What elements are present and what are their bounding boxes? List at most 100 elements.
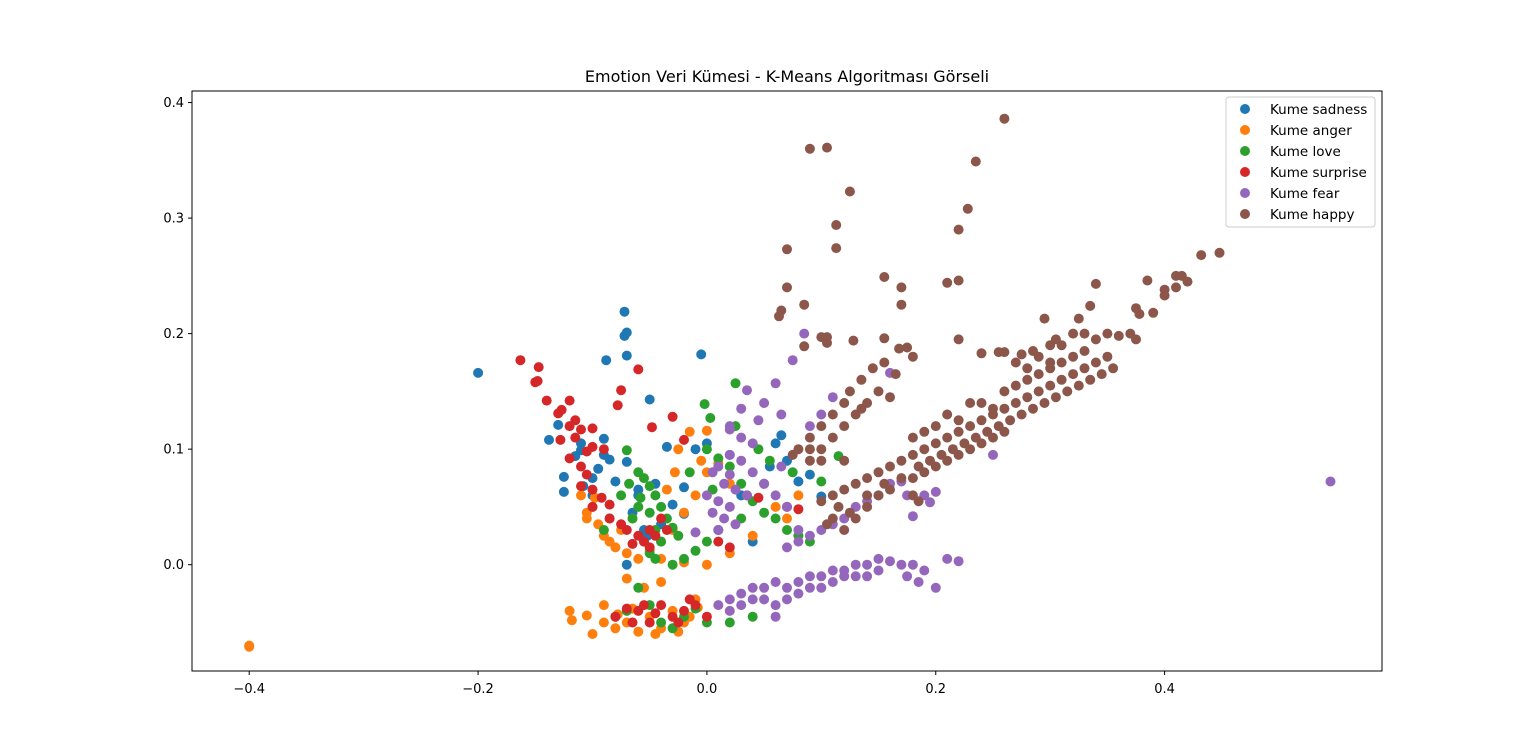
data-point: [598, 444, 609, 455]
legend-label: Kume sadness: [1270, 102, 1367, 118]
data-point: [598, 433, 609, 444]
data-point: [564, 421, 575, 432]
data-point: [759, 478, 770, 489]
data-point: [619, 306, 630, 317]
data-point: [942, 432, 953, 443]
data-point: [621, 603, 632, 614]
data-point: [515, 355, 526, 366]
data-point: [598, 600, 609, 611]
data-point: [913, 577, 924, 587]
data-point: [473, 367, 484, 378]
data-point: [707, 467, 718, 478]
data-point: [533, 362, 544, 373]
data-point: [644, 507, 655, 518]
data-point: [953, 224, 964, 235]
data-point: [879, 272, 890, 282]
data-point: [850, 559, 861, 570]
y-tick-label: 0.4: [163, 96, 184, 111]
legend-label: Kume love: [1270, 144, 1341, 160]
data-point: [1090, 334, 1101, 345]
data-point: [621, 350, 632, 361]
data-point: [804, 469, 815, 480]
data-point: [862, 501, 873, 512]
data-point: [1045, 380, 1056, 391]
data-point: [747, 438, 758, 449]
data-point: [999, 113, 1010, 124]
data-point: [930, 582, 941, 593]
data-point: [890, 369, 901, 380]
data-point: [576, 424, 586, 435]
data-point: [776, 409, 787, 420]
data-point: [1113, 330, 1124, 341]
data-point: [793, 536, 804, 547]
data-point: [656, 600, 667, 611]
data-point: [661, 484, 672, 495]
data-point: [1159, 290, 1170, 301]
data-point: [804, 530, 815, 541]
data-point: [776, 461, 787, 472]
data-point: [988, 449, 998, 460]
legend-label: Kume happy: [1270, 207, 1354, 223]
data-point: [907, 473, 918, 484]
data-point: [747, 582, 758, 593]
data-point: [804, 571, 815, 582]
data-point: [1033, 386, 1044, 397]
data-point: [999, 426, 1010, 437]
data-point: [661, 441, 672, 452]
data-point: [848, 335, 859, 346]
data-point: [644, 481, 655, 492]
data-point: [799, 328, 810, 339]
data-point: [581, 610, 592, 621]
data-point: [799, 299, 810, 310]
data-point: [896, 282, 907, 293]
data-point: [544, 434, 554, 445]
data-point: [1196, 250, 1207, 261]
y-tick-label: 0.2: [163, 327, 184, 342]
data-point: [953, 449, 964, 460]
data-point: [1142, 275, 1153, 286]
data-point: [930, 486, 941, 497]
data-point: [724, 605, 735, 616]
data-point: [742, 490, 752, 501]
data-point: [713, 536, 724, 547]
data-point: [719, 513, 730, 524]
data-point: [719, 478, 730, 489]
data-point: [759, 594, 770, 605]
data-point: [724, 542, 735, 553]
data-point: [701, 611, 712, 622]
data-point: [724, 617, 735, 628]
data-point: [894, 343, 905, 354]
data-point: [587, 423, 598, 434]
data-point: [747, 467, 758, 478]
data-point: [793, 588, 804, 599]
data-point: [919, 444, 930, 455]
data-point: [705, 413, 716, 423]
data-point: [862, 473, 873, 484]
data-point: [656, 577, 667, 587]
data-point: [564, 453, 575, 464]
data-point: [1045, 357, 1056, 368]
data-point: [970, 156, 981, 167]
data-point: [1033, 369, 1044, 380]
data-point: [736, 432, 747, 443]
data-point: [902, 342, 913, 353]
data-point: [942, 277, 953, 288]
data-point: [822, 519, 832, 530]
data-point: [764, 455, 775, 466]
data-point: [558, 471, 569, 482]
data-point: [827, 490, 838, 501]
data-point: [679, 605, 689, 616]
data-point: [896, 455, 907, 466]
data-point: [1171, 270, 1181, 281]
data-point: [1090, 357, 1101, 368]
data-point: [593, 463, 604, 474]
data-point: [576, 490, 586, 501]
data-point: [839, 571, 850, 582]
data-point: [885, 484, 895, 495]
data-point: [831, 220, 842, 230]
legend-marker: [1240, 209, 1250, 219]
data-point: [896, 559, 907, 570]
data-point: [690, 490, 701, 501]
data-point: [555, 434, 566, 445]
data-point: [650, 530, 661, 541]
